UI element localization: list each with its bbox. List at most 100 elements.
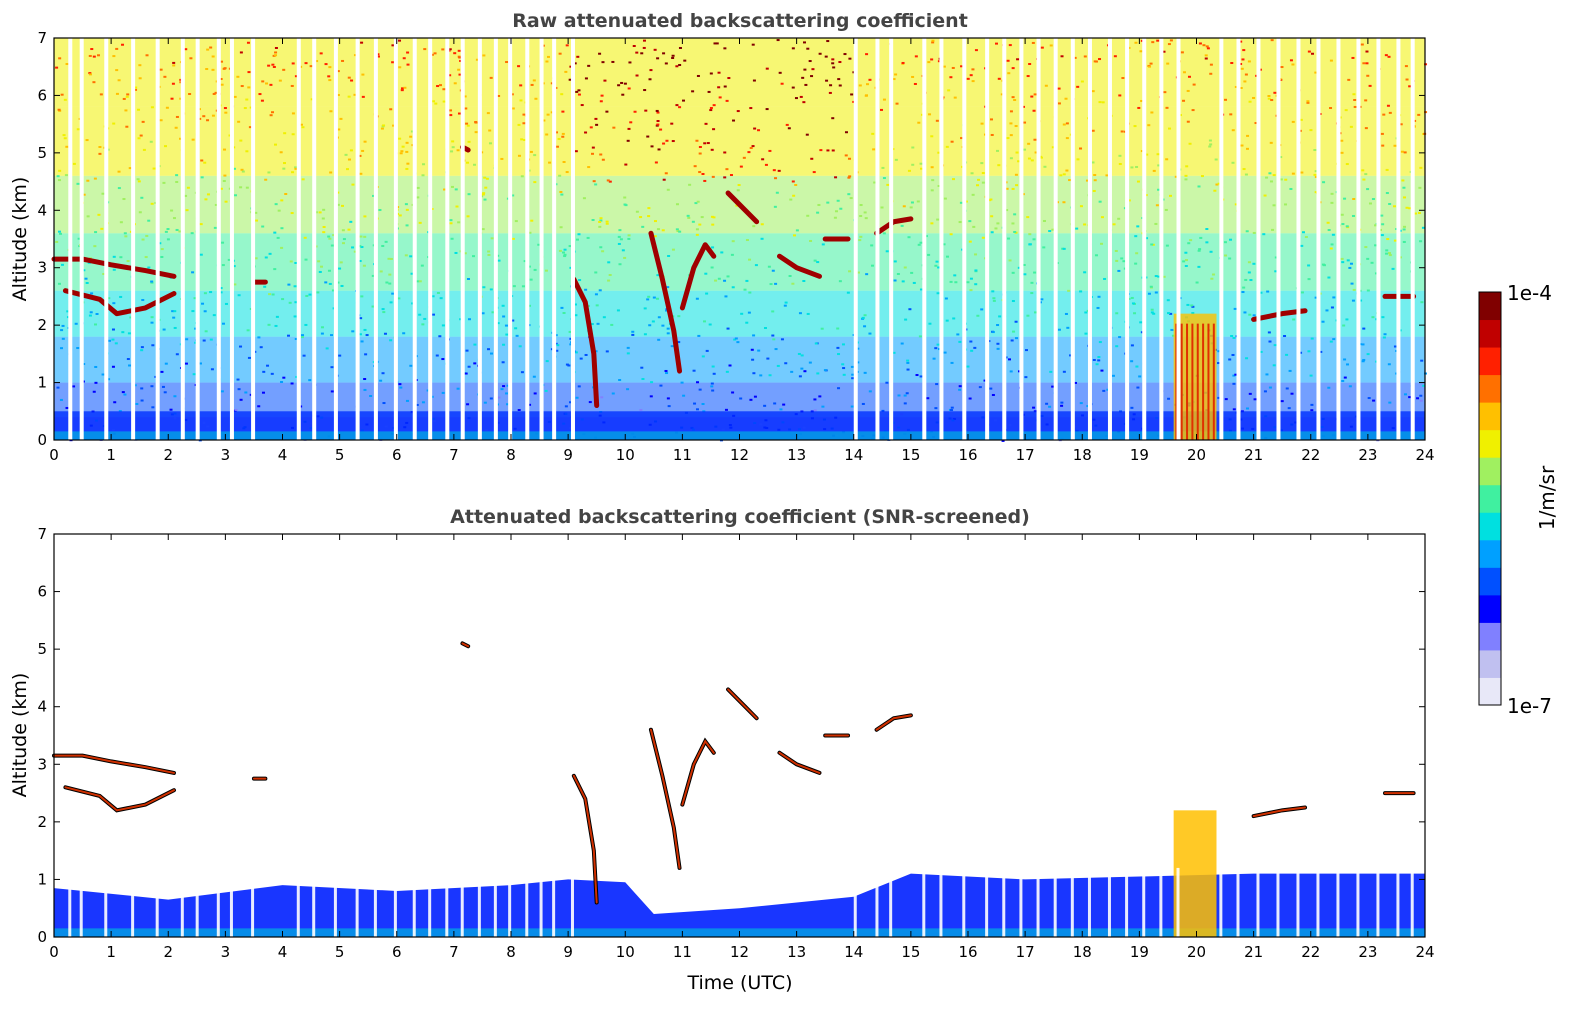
data-gap [962, 867, 966, 937]
noise-speck [416, 196, 420, 199]
noise-speck [612, 126, 616, 129]
noise-speck [315, 60, 319, 63]
noise-speck [693, 165, 697, 168]
screened-cloud-core [1252, 806, 1307, 818]
noise-speck [82, 269, 86, 272]
x-tick-label: 6 [392, 446, 402, 464]
noise-speck [387, 257, 391, 260]
data-gap [445, 38, 450, 440]
noise-speck [1197, 265, 1201, 268]
noise-speck [930, 58, 934, 61]
colorbar: 1e-4 1e-7 1/m/sr [1478, 281, 1559, 718]
noise-speck [1202, 44, 1206, 47]
data-gap [493, 867, 497, 937]
noise-speck [361, 95, 365, 98]
data-gap [1276, 867, 1280, 937]
noise-speck [436, 291, 440, 294]
noise-speck [780, 338, 784, 341]
noise-speck [1351, 299, 1355, 302]
y-tick-label: 4 [37, 698, 47, 716]
noise-speck [338, 267, 342, 270]
noise-speck [799, 95, 803, 98]
noise-speck [696, 74, 700, 77]
noise-speck [119, 221, 123, 224]
noise-speck [1040, 298, 1044, 301]
noise-speck [1048, 230, 1052, 233]
noise-speck [1329, 107, 1333, 110]
noise-speck [184, 362, 188, 365]
noise-speck [919, 375, 923, 378]
noise-speck [1130, 360, 1134, 363]
noise-speck [1157, 188, 1161, 191]
noise-speck [389, 108, 393, 111]
noise-speck [1352, 93, 1356, 96]
noise-speck [1246, 134, 1250, 137]
data-gap [1087, 867, 1091, 937]
x-tick-label: 4 [278, 446, 288, 464]
data-gap [1410, 867, 1414, 937]
noise-speck [416, 186, 420, 189]
noise-speck [949, 76, 953, 79]
noise-speck [405, 399, 409, 402]
noise-speck [1240, 67, 1244, 70]
noise-speck [569, 343, 573, 346]
noise-speck [611, 392, 615, 395]
noise-speck [936, 343, 940, 346]
noise-speck [1330, 306, 1334, 309]
noise-speck [533, 392, 537, 395]
data-gap [460, 867, 464, 937]
noise-speck [842, 373, 846, 376]
noise-speck [587, 64, 591, 67]
noise-speck [895, 102, 899, 105]
data-gap [104, 867, 108, 937]
noise-speck [798, 312, 802, 315]
noise-speck [623, 256, 627, 259]
noise-speck [1364, 127, 1368, 130]
noise-speck [358, 333, 362, 336]
noise-speck [653, 220, 657, 223]
noise-speck [382, 311, 386, 314]
noise-speck [1008, 44, 1012, 47]
noise-speck [172, 217, 176, 220]
noise-speck [1224, 254, 1228, 257]
noise-speck [318, 270, 322, 273]
noise-speck [465, 349, 469, 352]
noise-speck [642, 46, 646, 49]
noise-speck [1223, 241, 1227, 244]
noise-speck [809, 239, 813, 242]
noise-speck [765, 67, 769, 70]
noise-speck [619, 238, 623, 241]
noise-speck [1097, 356, 1101, 359]
noise-speck [512, 285, 516, 288]
noise-speck [358, 154, 362, 157]
noise-speck [1307, 50, 1311, 53]
noise-speck [210, 368, 214, 371]
x-tick-label: 21 [1244, 943, 1263, 961]
noise-speck [712, 128, 716, 131]
noise-speck [1265, 373, 1269, 376]
noise-speck [1147, 292, 1151, 295]
noise-speck [150, 202, 154, 205]
noise-speck [1271, 228, 1275, 231]
noise-speck [657, 148, 661, 151]
noise-speck [974, 253, 978, 256]
x-tick-label: 17 [1016, 943, 1035, 961]
noise-speck [1345, 225, 1349, 228]
noise-speck [279, 151, 283, 154]
data-gap [355, 867, 359, 937]
noise-speck [942, 65, 946, 68]
noise-speck [175, 180, 179, 183]
noise-speck [1327, 386, 1331, 389]
noise-speck [60, 347, 64, 350]
screened-cloud-core [727, 688, 758, 720]
noise-speck [763, 404, 767, 407]
noise-speck [219, 287, 223, 290]
noise-speck [1010, 339, 1014, 342]
noise-speck [861, 316, 865, 319]
noise-speck [136, 178, 140, 181]
noise-speck [170, 97, 174, 100]
noise-speck [635, 210, 639, 213]
noise-speck [1247, 261, 1251, 264]
noise-speck [905, 392, 909, 395]
noise-speck [328, 79, 332, 82]
